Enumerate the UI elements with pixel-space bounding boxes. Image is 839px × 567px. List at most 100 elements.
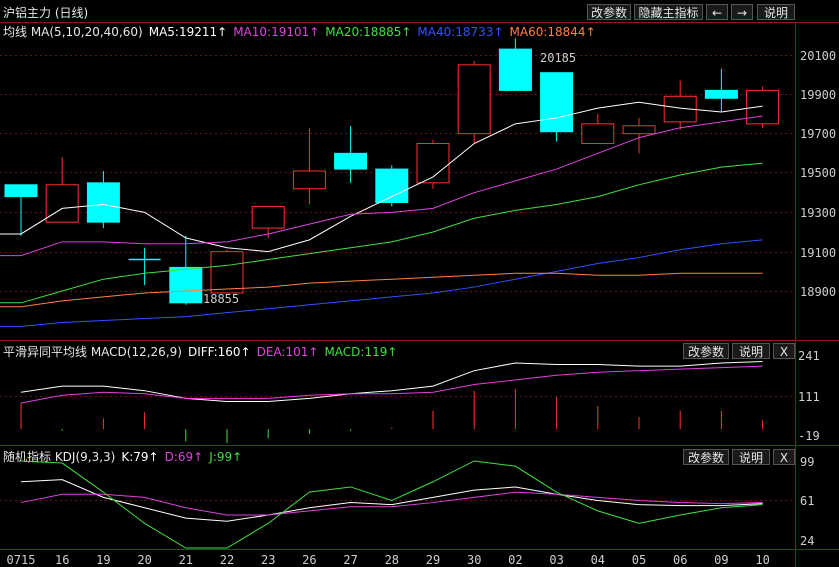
macd-dea-value: DEA:101↑ xyxy=(256,345,319,359)
macd-macd-value: MACD:119↑ xyxy=(324,345,398,359)
macd-y-tick-neg19: -19 xyxy=(798,429,820,443)
help-button[interactable]: 说明 xyxy=(757,4,795,20)
candle xyxy=(622,117,656,154)
candle-body xyxy=(251,205,285,229)
x-tick-label: 10 xyxy=(755,553,769,567)
kdj-legend: 随机指标 KDJ(9,3,3) K:79↑ D:69↑ J:99↑ xyxy=(3,448,248,465)
macd-y-axis: 241 111 -19 xyxy=(798,349,820,443)
kdj-j-value: J:99↑ xyxy=(209,450,243,464)
x-tick-label: 04 xyxy=(591,553,605,567)
candle-body xyxy=(498,48,532,91)
macd-y-tick-241: 241 xyxy=(798,349,820,363)
candle-body xyxy=(581,123,615,145)
candle xyxy=(86,171,120,229)
kdj-edit-params-button[interactable]: 改参数 xyxy=(683,449,729,465)
macd-edit-params-button[interactable]: 改参数 xyxy=(683,343,729,359)
high-price-label: 20185 xyxy=(540,51,576,65)
y-tick-19100: 19100 xyxy=(800,246,836,260)
x-tick-label: 20 xyxy=(137,553,151,567)
y-tick-19700: 19700 xyxy=(800,127,836,141)
macd-close-button[interactable]: X xyxy=(773,343,795,359)
ma10-line xyxy=(0,115,763,257)
ma20-value: MA20:18885↑ xyxy=(325,25,412,39)
chart-grid xyxy=(0,22,839,567)
x-tick-label: 03 xyxy=(549,553,563,567)
x-tick-label: 22 xyxy=(220,553,234,567)
macd-diff-value: DIFF:160↑ xyxy=(187,345,251,359)
candle-body xyxy=(622,125,656,135)
y-tick-19300: 19300 xyxy=(800,206,836,220)
y-tick-18900: 18900 xyxy=(800,285,836,299)
candle xyxy=(498,38,532,91)
x-tick-label: 28 xyxy=(385,553,399,567)
kdj-j-line xyxy=(20,460,763,549)
candle xyxy=(4,184,38,236)
candle xyxy=(210,249,244,294)
candle xyxy=(581,114,615,145)
candle-body xyxy=(375,168,409,203)
kdj-y-tick-61: 61 xyxy=(800,494,814,508)
x-tick-label: 06 xyxy=(673,553,687,567)
scroll-right-button[interactable]: → xyxy=(731,4,753,20)
ma10-value: MA10:19101↑ xyxy=(233,25,320,39)
x-tick-label: 21 xyxy=(179,553,193,567)
hide-main-indicator-button[interactable]: 隐藏主指标 xyxy=(634,4,703,20)
ma40-value: MA40:18733↑ xyxy=(417,25,504,39)
candle xyxy=(292,127,326,205)
candle-body xyxy=(540,72,574,133)
candle xyxy=(746,86,780,128)
ma40-line xyxy=(0,239,763,327)
ma60-value: MA60:18844↑ xyxy=(509,25,596,39)
candle-body xyxy=(292,170,326,190)
candle xyxy=(334,125,368,183)
candle-body xyxy=(86,182,120,223)
candle-body xyxy=(169,266,203,304)
kdj-legend-title: 随机指标 KDJ(9,3,3) xyxy=(3,450,116,464)
kdj-d-line xyxy=(20,491,763,516)
candle xyxy=(704,68,738,113)
y-tick-20100: 20100 xyxy=(800,49,836,63)
macd-diff-line xyxy=(20,360,763,402)
low-price-label: 18855 xyxy=(203,292,239,306)
kdj-k-value: K:79↑ xyxy=(121,450,159,464)
kdj-close-button[interactable]: X xyxy=(773,449,795,465)
ma5-line xyxy=(0,101,763,253)
x-tick-label: 05 xyxy=(632,553,646,567)
candle-body xyxy=(334,152,368,170)
kdj-y-tick-24: 24 xyxy=(800,534,814,548)
x-tick-label: 26 xyxy=(302,553,316,567)
kdj-y-tick-99: 99 xyxy=(800,455,814,469)
x-tick-label: 27 xyxy=(343,553,357,567)
ma60-line xyxy=(0,272,763,308)
x-tick-label: 29 xyxy=(426,553,440,567)
kdj-d-value: D:69↑ xyxy=(164,450,204,464)
candle-body xyxy=(704,89,738,99)
edit-params-button[interactable]: 改参数 xyxy=(587,4,631,20)
scroll-left-button[interactable]: ← xyxy=(706,4,728,20)
x-tick-label: 02 xyxy=(508,553,522,567)
candle xyxy=(45,157,79,223)
macd-dea-line xyxy=(20,365,763,404)
macd-y-tick-111: 111 xyxy=(798,390,820,404)
x-tick-label: 19 xyxy=(96,553,110,567)
candle-body xyxy=(746,89,780,125)
macd-legend: 平滑异同平均线 MACD(12,26,9) DIFF:160↑ DEA:101↑ MA… xyxy=(3,343,403,360)
candle-body xyxy=(457,64,491,135)
macd-help-button[interactable]: 说明 xyxy=(732,343,770,359)
candle xyxy=(251,205,285,238)
ma5-value: MA5:19211↑ xyxy=(148,25,228,39)
kdj-help-button[interactable]: 说明 xyxy=(732,449,770,465)
ma-legend: 均线 MA(5,10,20,40,60) MA5:19211↑ MA10:19101… xyxy=(3,23,602,40)
x-tick-label: 09 xyxy=(714,553,728,567)
candle xyxy=(540,72,574,142)
chart-title: 沪铝主力 (日线) xyxy=(3,6,89,20)
candle xyxy=(169,235,203,305)
x-tick-label: 0715 xyxy=(7,553,36,567)
candle-body xyxy=(210,251,244,294)
kdj-k-line xyxy=(20,479,763,522)
candle-body xyxy=(45,184,79,223)
ma-legend-title: 均线 MA(5,10,20,40,60) xyxy=(3,25,143,39)
candle xyxy=(375,165,409,207)
x-tick-label: 23 xyxy=(261,553,275,567)
